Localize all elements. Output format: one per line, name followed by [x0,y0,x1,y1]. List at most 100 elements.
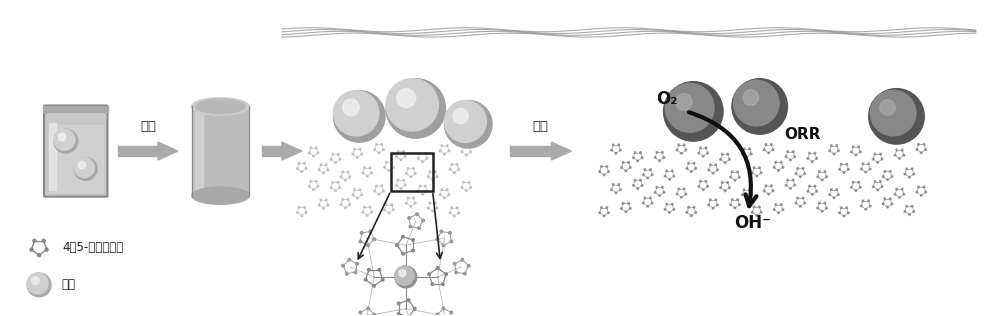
Circle shape [654,191,656,193]
Circle shape [720,187,721,189]
Circle shape [402,252,404,255]
Circle shape [852,146,854,148]
Circle shape [606,166,608,167]
Circle shape [337,181,339,183]
Circle shape [444,100,486,143]
Circle shape [819,202,820,204]
Circle shape [809,185,810,187]
Circle shape [633,157,634,159]
Circle shape [780,204,782,205]
Circle shape [686,212,688,213]
Circle shape [918,186,919,188]
Circle shape [297,168,298,169]
Circle shape [899,158,900,159]
Circle shape [400,159,402,161]
Circle shape [851,151,852,153]
Circle shape [352,194,354,196]
Circle shape [787,151,789,152]
Circle shape [904,211,906,212]
Circle shape [848,212,849,214]
Circle shape [27,273,48,294]
Circle shape [385,161,387,163]
Bar [43,106,108,112]
Circle shape [316,147,317,149]
Circle shape [622,161,624,163]
Circle shape [730,204,731,205]
Circle shape [441,145,443,147]
Circle shape [710,164,711,166]
Circle shape [906,205,907,207]
Circle shape [442,244,445,247]
Circle shape [325,164,327,166]
Circle shape [346,272,348,275]
Circle shape [760,211,762,213]
Circle shape [54,129,78,153]
Text: OH⁻: OH⁻ [734,215,771,233]
Circle shape [385,204,387,205]
Circle shape [620,149,621,151]
Circle shape [717,204,718,206]
Circle shape [404,184,406,186]
Circle shape [621,208,622,210]
Circle shape [349,204,351,205]
Circle shape [347,198,349,200]
Circle shape [468,146,470,148]
Circle shape [675,94,692,110]
Circle shape [352,153,354,155]
Circle shape [461,258,464,261]
Circle shape [446,145,448,147]
Circle shape [872,186,874,187]
Circle shape [436,176,438,178]
Circle shape [683,144,685,146]
Circle shape [865,209,867,210]
Circle shape [450,311,453,314]
Circle shape [846,163,848,165]
Circle shape [603,174,605,176]
Circle shape [640,179,641,181]
Circle shape [899,197,900,198]
Circle shape [659,160,660,161]
Circle shape [698,152,700,154]
Circle shape [45,248,48,251]
Circle shape [765,185,767,186]
Text: 煅烧: 煅烧 [533,120,549,133]
Circle shape [715,199,717,201]
Circle shape [397,151,399,152]
Circle shape [647,177,649,179]
Circle shape [343,99,359,116]
Circle shape [426,190,428,192]
Circle shape [383,190,384,192]
Circle shape [685,149,687,151]
Circle shape [909,214,910,216]
Circle shape [647,205,649,207]
Circle shape [364,206,365,208]
Circle shape [374,190,376,192]
Circle shape [468,181,470,183]
Circle shape [816,191,817,192]
Circle shape [770,144,772,145]
Circle shape [455,271,457,274]
Circle shape [339,159,341,160]
Circle shape [413,307,416,310]
Circle shape [811,161,813,162]
Circle shape [371,172,372,174]
Circle shape [663,157,665,158]
Circle shape [313,189,314,191]
Circle shape [448,150,450,152]
Circle shape [836,189,838,190]
Circle shape [763,149,765,150]
Circle shape [651,202,653,204]
Circle shape [608,171,609,173]
Circle shape [913,173,915,175]
Circle shape [74,157,97,180]
Circle shape [376,185,377,187]
Circle shape [373,313,376,316]
Circle shape [681,152,682,154]
Circle shape [809,152,810,154]
Circle shape [323,207,324,209]
Polygon shape [262,146,282,156]
Circle shape [896,188,898,190]
Circle shape [54,129,75,150]
Circle shape [746,197,748,199]
Circle shape [410,205,412,207]
